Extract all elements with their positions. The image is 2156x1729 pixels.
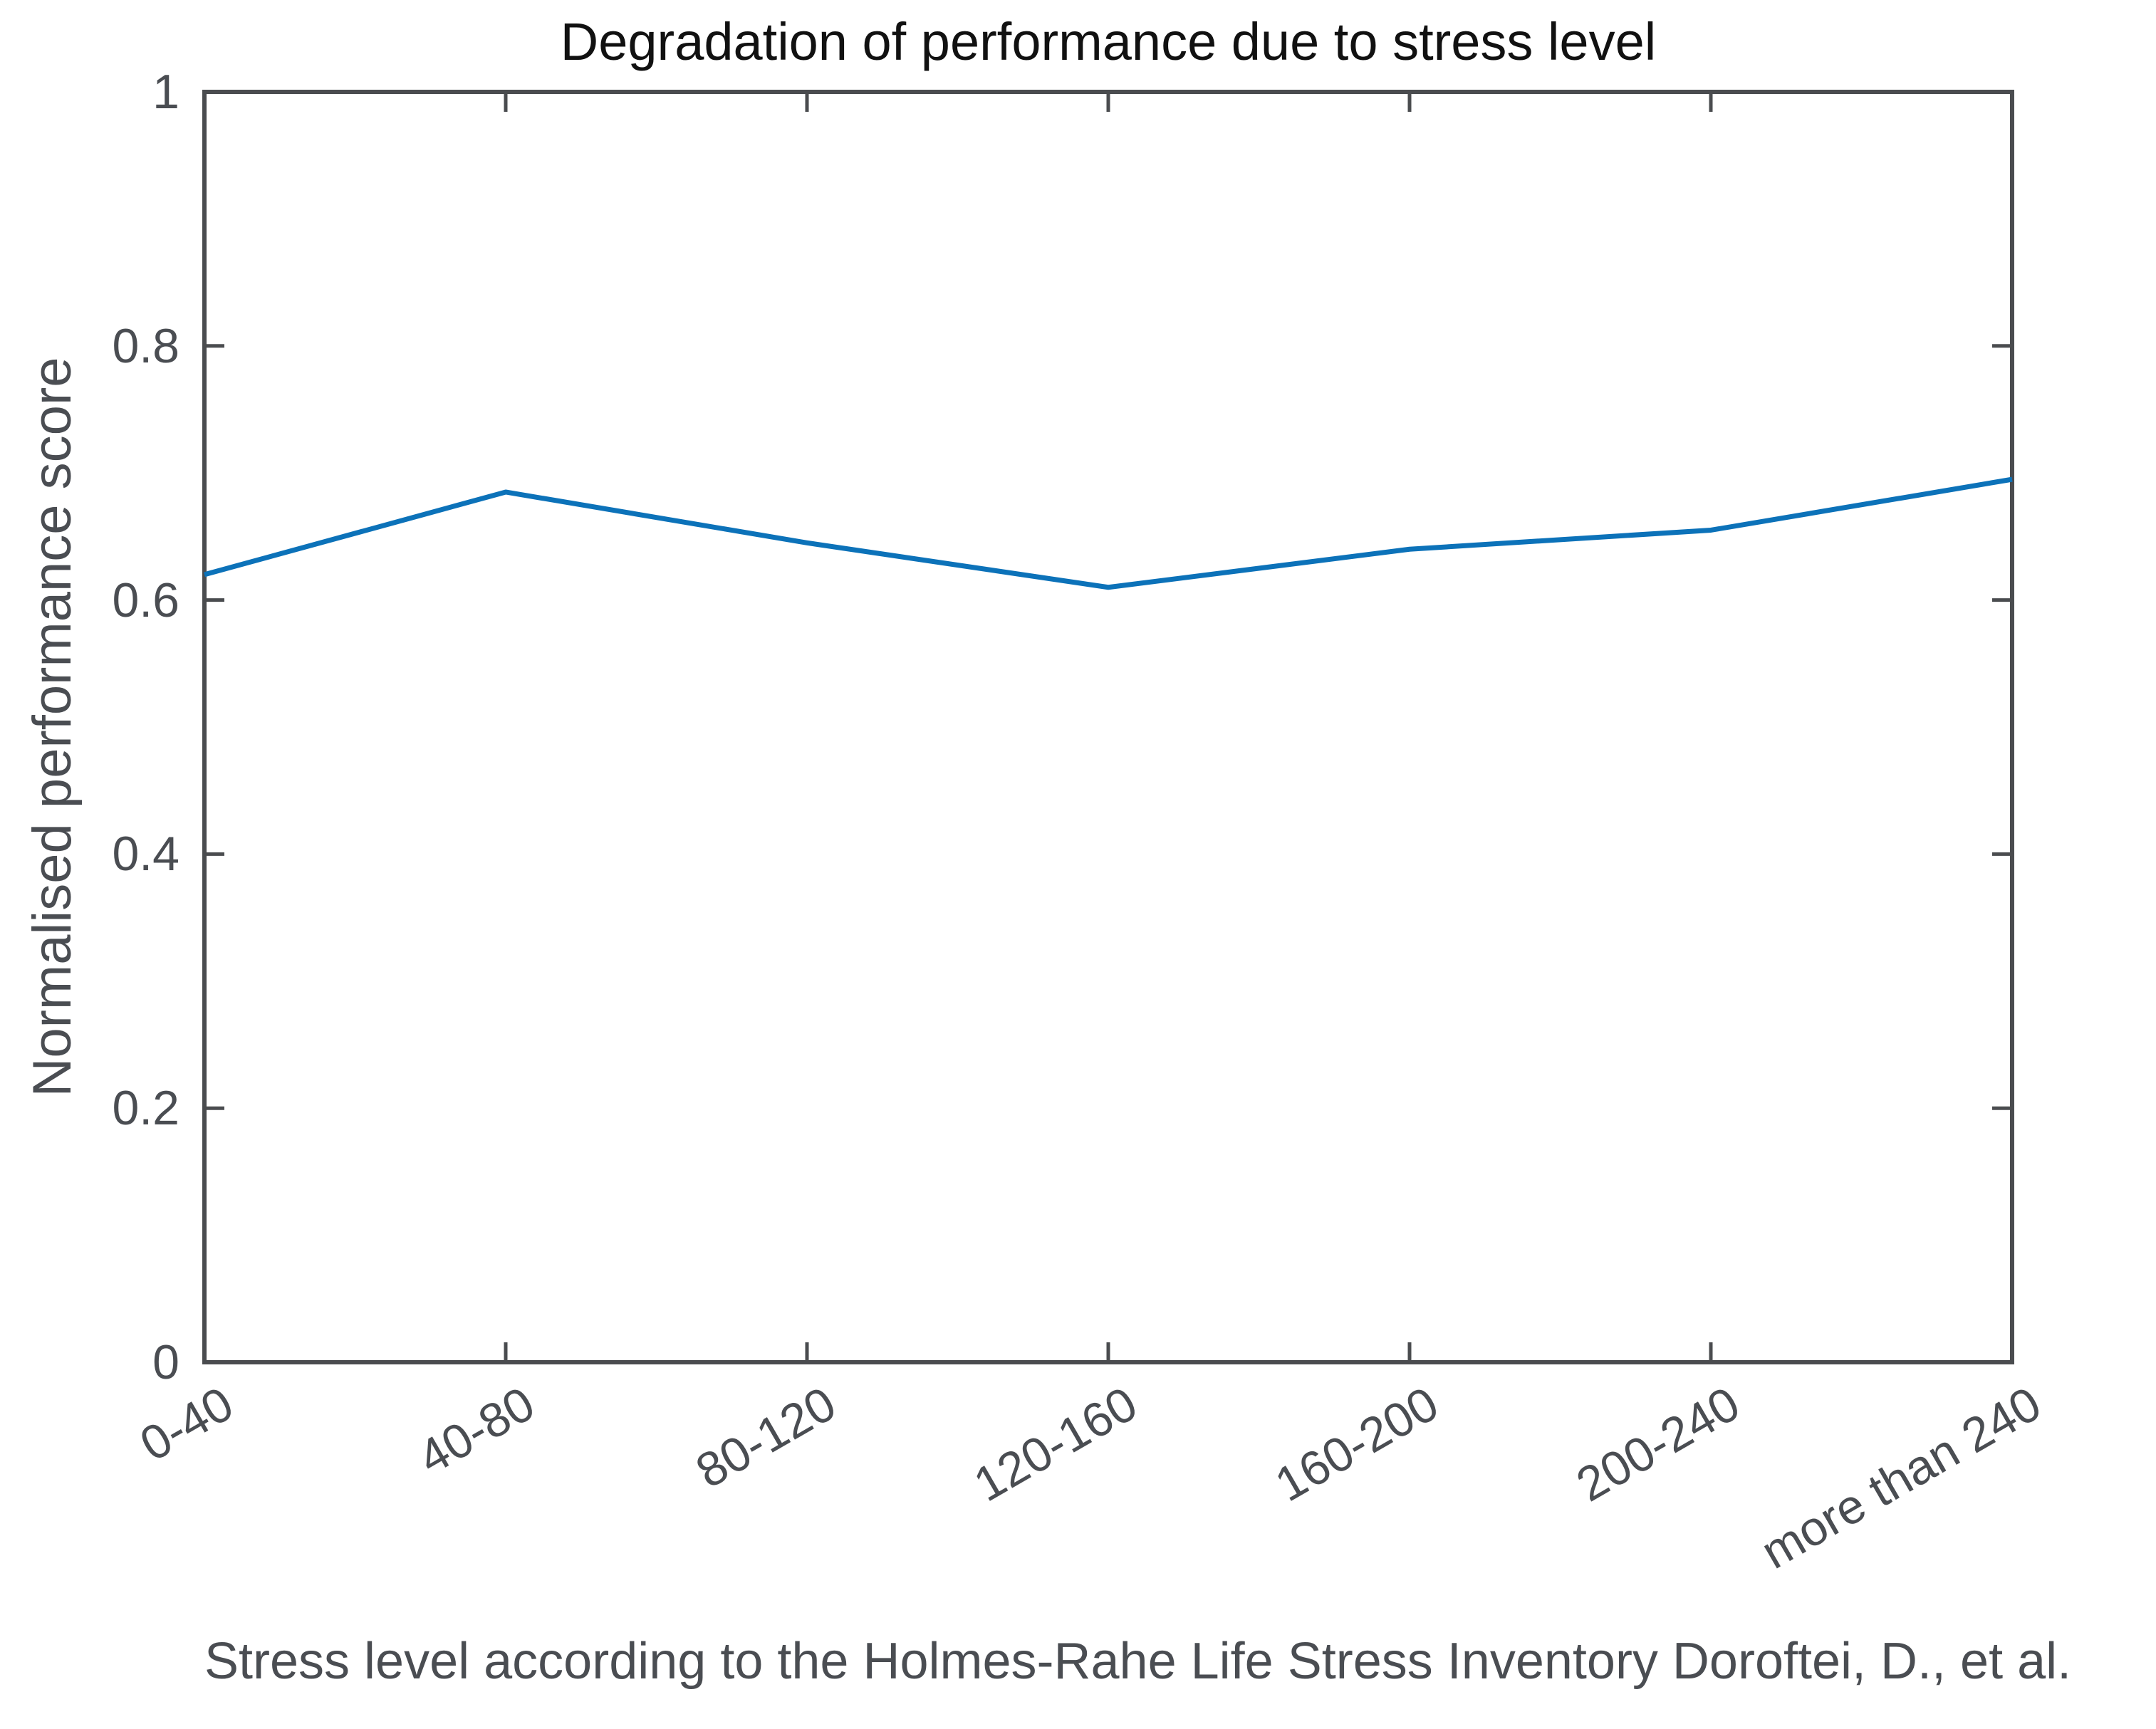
y-tick-label: 0.4	[112, 827, 179, 882]
y-tick-label: 0.2	[112, 1081, 179, 1136]
axes-box	[202, 90, 2014, 1364]
y-axis-label-text: Normalised performance score	[22, 357, 83, 1097]
y-tick-label: 0.8	[112, 318, 179, 373]
chart-title: Degradation of performance due to stress…	[560, 12, 1657, 71]
axis-tick-marks	[204, 92, 2012, 1362]
y-tick-label: 0	[152, 1335, 179, 1389]
x-axis-label: Stress level according to the Holmes-Rah…	[204, 1633, 2072, 1690]
y-tick-label: 1	[152, 65, 179, 119]
performance-line-series	[204, 476, 2013, 590]
y-tick-label: 0.6	[112, 573, 179, 627]
